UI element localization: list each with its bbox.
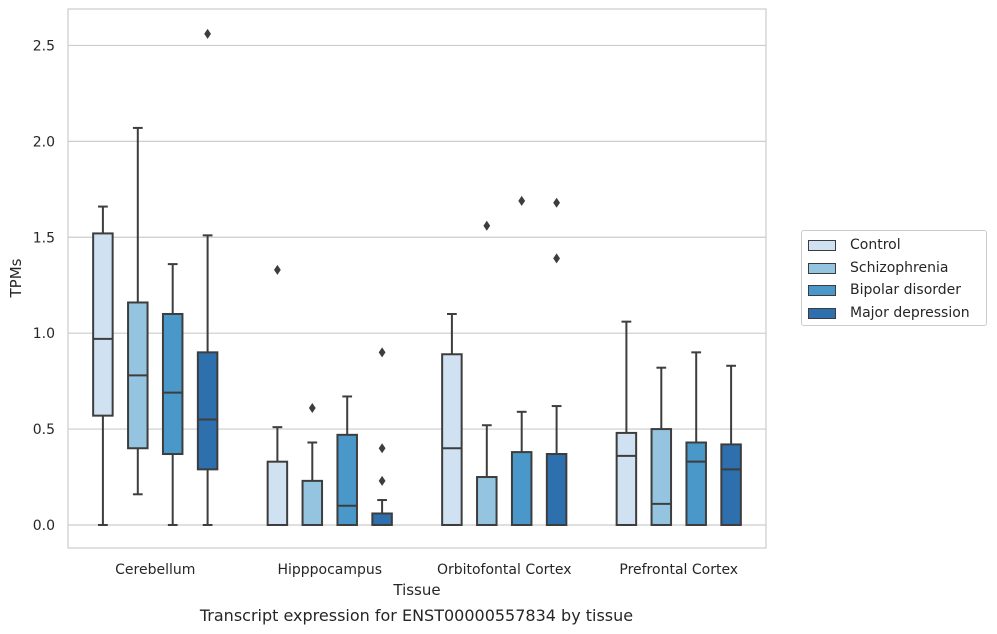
box-group xyxy=(336,395,358,526)
box-group xyxy=(196,28,219,526)
legend-label-schizophrenia: Schizophrenia xyxy=(850,260,949,276)
outlier-point xyxy=(553,197,560,208)
y-tick-label: 0.0 xyxy=(33,518,55,534)
boxes xyxy=(92,28,742,526)
box-group xyxy=(685,351,707,526)
box-group xyxy=(615,320,638,526)
y-tick-label: 0.5 xyxy=(33,422,55,438)
gridlines xyxy=(68,44,766,526)
legend-item-control: Control xyxy=(808,235,901,255)
box-group xyxy=(650,366,673,526)
box xyxy=(650,428,673,526)
box xyxy=(196,351,219,471)
legend-swatch-control xyxy=(808,239,836,251)
y-axis-title: TPMs xyxy=(7,258,25,298)
y-tick-label: 2.5 xyxy=(33,38,55,54)
box xyxy=(266,460,289,526)
box xyxy=(720,443,742,526)
box xyxy=(161,312,184,456)
box xyxy=(441,353,463,526)
box-group xyxy=(161,263,184,526)
box-group xyxy=(127,126,149,496)
y-tick-label: 1.5 xyxy=(33,230,55,246)
outlier-point xyxy=(518,195,526,206)
outlier-point xyxy=(553,253,560,264)
x-axis-title: Tissue xyxy=(392,581,440,599)
outlier-point xyxy=(378,347,386,358)
box xyxy=(685,441,707,526)
box xyxy=(615,431,638,526)
outlier-point xyxy=(378,443,386,454)
box xyxy=(336,433,358,526)
legend-label-bipolar-disorder: Bipolar disorder xyxy=(850,282,962,298)
outlier-point xyxy=(274,264,281,275)
box-group xyxy=(266,264,289,526)
box-group xyxy=(476,220,498,526)
box xyxy=(476,476,498,526)
chart-caption: Transcript expression for ENST0000055783… xyxy=(199,606,634,625)
outlier-point xyxy=(378,475,386,486)
box-group xyxy=(441,312,463,526)
x-tick-label: Prefrontal Cortex xyxy=(619,562,738,578)
outlier-point xyxy=(308,402,316,413)
legend-item-bipolar-disorder: Bipolar disorder xyxy=(808,280,961,300)
box-group xyxy=(371,347,393,526)
x-tick-label: Orbitofontal Cortex xyxy=(437,562,572,578)
box-group xyxy=(301,402,324,526)
legend-label-major-depression: Major depression xyxy=(850,305,970,321)
box-group xyxy=(545,197,568,526)
box xyxy=(545,453,568,526)
legend-item-schizophrenia: Schizophrenia xyxy=(808,258,948,278)
box-group xyxy=(92,205,114,526)
box-group xyxy=(720,364,742,526)
legend-swatch-bipolar-disorder xyxy=(808,284,836,296)
y-tick-label: 2.0 xyxy=(33,134,55,150)
box xyxy=(510,451,533,526)
box-group xyxy=(510,195,533,526)
y-tick-labels: 0.0 0.5 1.0 1.5 2.0 2.5 xyxy=(33,38,55,534)
plot-area-frame xyxy=(67,8,767,549)
x-tick-label: Hipppocampus xyxy=(277,562,382,578)
y-tick-label: 1.0 xyxy=(33,326,55,342)
legend-swatch-schizophrenia xyxy=(808,262,836,274)
x-tick-labels: Cerebellum Hipppocampus Orbitofontal Corte… xyxy=(115,562,738,578)
x-tick-label: Cerebellum xyxy=(115,562,195,578)
legend-swatch-major-depression xyxy=(808,307,836,319)
box xyxy=(92,232,114,417)
box xyxy=(371,512,393,526)
outlier-point xyxy=(483,220,491,231)
legend: Control Schizophrenia Bipolar disorder M… xyxy=(801,230,987,326)
box xyxy=(301,479,324,526)
legend-item-major-depression: Major depression xyxy=(808,303,970,323)
legend-label-control: Control xyxy=(850,237,901,253)
outlier-point xyxy=(204,28,211,39)
